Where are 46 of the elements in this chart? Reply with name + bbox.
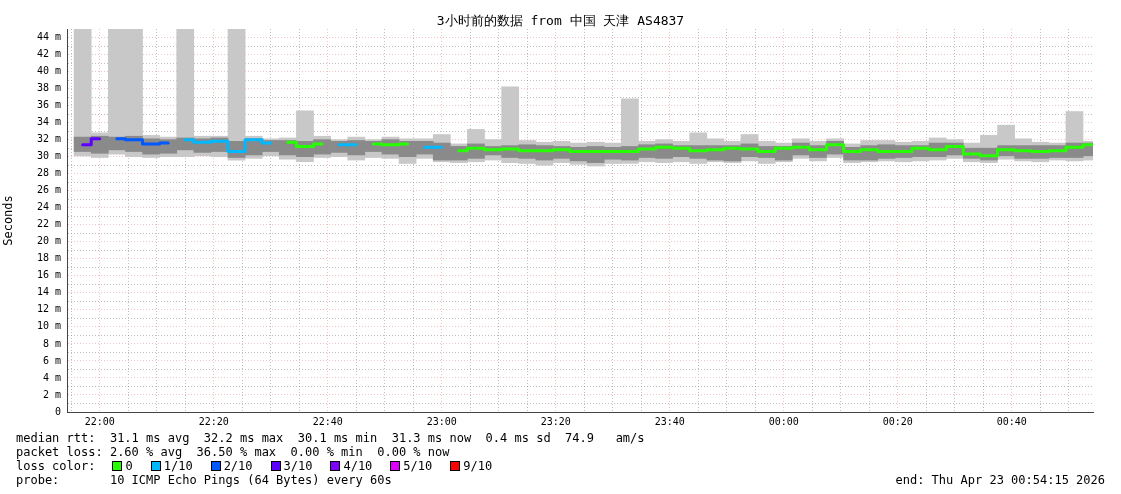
y-axis-title: Seconds xyxy=(1,195,16,246)
legend-label: 0 xyxy=(125,459,133,473)
text: end: Thu Apr 23 00:54:15 2026 xyxy=(895,473,1105,487)
y-tick-label: 28 m xyxy=(36,167,61,179)
y-tick-label: 38 m xyxy=(36,82,61,94)
legend-label: 4/10 xyxy=(343,459,373,473)
y-tick-label: 16 m xyxy=(36,269,61,281)
y-tick-label: 36 m xyxy=(36,99,61,111)
x-tick-label: 22:20 xyxy=(198,415,229,427)
legend-label: 1/10 xyxy=(163,459,193,473)
x-tick-label: 22:40 xyxy=(312,415,343,427)
legend-label: 9/10 xyxy=(463,459,493,473)
x-tick-label: 23:40 xyxy=(654,415,685,427)
x-tick-label: 00:20 xyxy=(882,415,913,427)
legend-label: 2/10 xyxy=(223,459,253,473)
chart-title: 3小时前的数据 from 中国 天津 AS4837 xyxy=(436,13,685,28)
y-tick-label: 24 m xyxy=(36,201,61,213)
x-tick-label: 22:00 xyxy=(84,415,115,427)
x-tick-label: 00:40 xyxy=(996,415,1027,427)
legend-label: 3/10 xyxy=(283,459,313,473)
y-tick-label: 32 m xyxy=(36,133,61,145)
y-tick-label: 34 m xyxy=(36,116,61,128)
y-tick-label: 30 m xyxy=(36,150,61,162)
y-tick-label: 26 m xyxy=(36,184,61,196)
y-tick-label: 10 m xyxy=(36,320,61,332)
y-tick-label: 6 m xyxy=(42,354,61,366)
y-tick-label: 42 m xyxy=(36,48,61,60)
legend-label: 5/10 xyxy=(403,459,433,473)
text: median rtt: 31.1 ms avg 32.2 ms max 30.1 ms min 31.3 ms now 0.4 ms sd 74.9 am/s xyxy=(16,431,645,445)
y-tick-label: 14 m xyxy=(36,286,61,298)
y-tick-label: 2 m xyxy=(42,388,61,400)
y-tick-label: 20 m xyxy=(36,235,61,247)
x-tick-label: 23:00 xyxy=(426,415,457,427)
text: packet loss: 2.60 % avg 36.50 % max 0.00 % min 0.00 % now xyxy=(16,445,450,459)
x-tick-label: 23:20 xyxy=(540,415,571,427)
y-tick-label: 12 m xyxy=(36,303,61,315)
y-tick-label: 0 xyxy=(54,405,61,417)
legend-title: loss color: xyxy=(16,459,96,473)
x-tick-label: 00:00 xyxy=(768,415,799,427)
y-tick-label: 4 m xyxy=(42,371,61,383)
y-tick-label: 18 m xyxy=(36,252,61,264)
y-tick-label: 22 m xyxy=(36,218,61,230)
y-tick-label: 44 m xyxy=(36,31,61,43)
text: probe: 10 ICMP Echo Pings (64 Bytes) every 60s xyxy=(16,473,392,487)
y-tick-label: 8 m xyxy=(42,337,61,349)
y-tick-label: 40 m xyxy=(36,65,61,77)
